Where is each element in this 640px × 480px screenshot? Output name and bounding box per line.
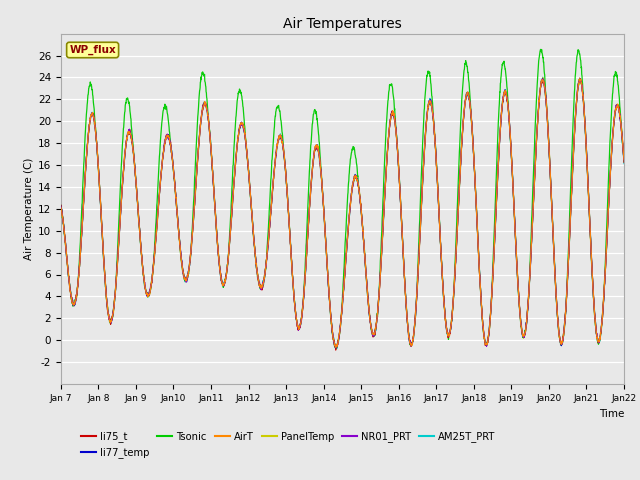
Text: Time: Time — [598, 408, 624, 419]
Y-axis label: Air Temperature (C): Air Temperature (C) — [24, 157, 34, 260]
Text: WP_flux: WP_flux — [69, 45, 116, 55]
Title: Air Temperatures: Air Temperatures — [283, 17, 402, 31]
Legend: li75_t, li77_temp, Tsonic, AirT, PanelTemp, NR01_PRT, AM25T_PRT: li75_t, li77_temp, Tsonic, AirT, PanelTe… — [77, 428, 499, 462]
